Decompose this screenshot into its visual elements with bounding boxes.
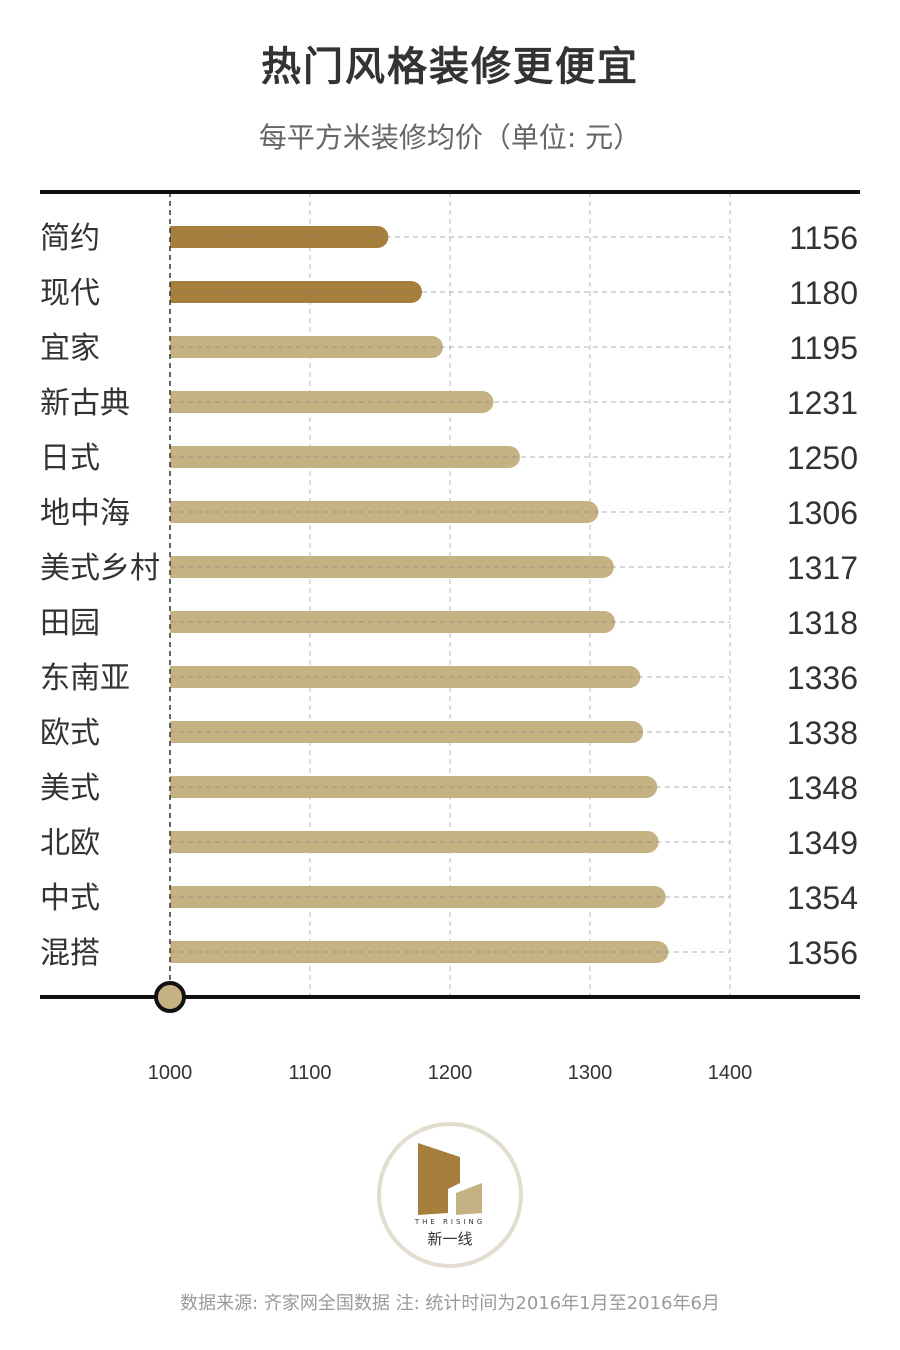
bar-cap xyxy=(635,776,658,798)
logo-text-cn: 新一线 xyxy=(427,1230,473,1248)
category-label: 东南亚 xyxy=(40,661,130,696)
chart-subtitle: 每平方米装修均价（单位: 元） xyxy=(258,121,642,154)
category-label: 田园 xyxy=(40,606,100,641)
value-label: 1338 xyxy=(787,715,858,751)
bar-cap xyxy=(643,886,666,908)
origin-marker xyxy=(154,981,186,1013)
x-tick-label: 1400 xyxy=(708,1062,753,1084)
x-tick-label: 1200 xyxy=(428,1062,473,1084)
the-rising-logo xyxy=(377,1122,523,1268)
bar-cap xyxy=(498,446,520,468)
category-label: 美式乡村 xyxy=(40,551,160,586)
category-label: 混搭 xyxy=(40,936,100,971)
value-label: 1349 xyxy=(787,825,858,861)
footnote: 数据来源: 齐家网全国数据 注: 统计时间为2016年1月至2016年6月 xyxy=(180,1293,720,1314)
logo-text-en: THE RISING xyxy=(414,1218,486,1226)
bar xyxy=(170,446,509,468)
logo-ring xyxy=(377,1122,523,1268)
logo-dark-shape xyxy=(418,1143,460,1215)
chart-title: 热门风格装修更便宜 xyxy=(261,44,639,90)
value-label: 1354 xyxy=(787,880,858,916)
bar-cap xyxy=(400,281,422,303)
value-label: 1306 xyxy=(787,495,858,531)
category-label: 中式 xyxy=(40,881,100,916)
bar-chart: 简约 1156 现代 1180 宜家 1195 新古典 1231 日式 1250 地中海 1306 美式… xyxy=(40,190,860,1084)
logo-light-shape xyxy=(456,1183,482,1215)
category-label: 宜家 xyxy=(40,331,100,366)
x-tick-label: 1300 xyxy=(568,1062,613,1084)
x-tick-label: 1100 xyxy=(288,1062,331,1084)
category-label: 现代 xyxy=(40,276,100,311)
category-label: 简约 xyxy=(40,221,100,256)
category-label: 地中海 xyxy=(40,496,130,531)
bar xyxy=(170,721,633,743)
category-label: 日式 xyxy=(40,441,100,476)
category-label: 欧式 xyxy=(40,716,100,751)
value-label: 1336 xyxy=(787,660,858,696)
value-label: 1356 xyxy=(787,935,858,971)
bar-cap xyxy=(471,391,494,413)
value-label: 1250 xyxy=(787,440,858,476)
value-label: 1156 xyxy=(789,220,858,256)
value-label: 1317 xyxy=(787,550,858,586)
x-tick-label: 1000 xyxy=(148,1062,193,1084)
value-label: 1348 xyxy=(787,770,858,806)
value-label: 1318 xyxy=(787,605,858,641)
category-label: 北欧 xyxy=(40,826,100,861)
category-label: 美式 xyxy=(40,771,100,806)
category-label: 新古典 xyxy=(40,386,130,421)
value-label: 1180 xyxy=(789,275,858,311)
value-label: 1231 xyxy=(787,385,858,421)
value-label: 1195 xyxy=(789,330,858,366)
bar xyxy=(170,886,655,908)
